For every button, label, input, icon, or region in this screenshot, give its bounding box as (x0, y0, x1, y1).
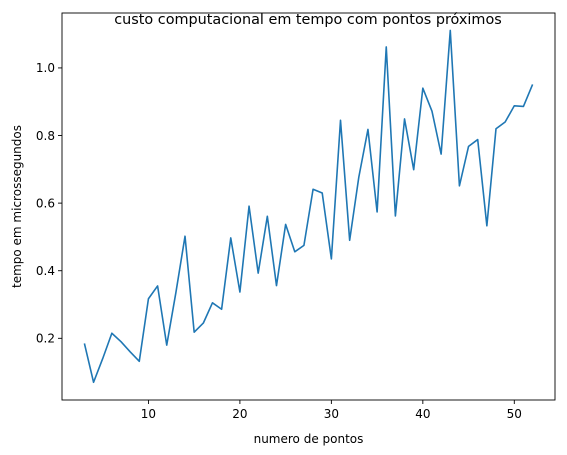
x-tick-label: 10 (141, 407, 156, 421)
y-tick-label: 0.4 (36, 264, 55, 278)
x-tick-label: 20 (232, 407, 247, 421)
y-tick-label: 0.6 (36, 196, 55, 210)
x-tick-label: 30 (324, 407, 339, 421)
chart-title: custo computacional em tempo com pontos … (114, 12, 502, 28)
axes-frame (61, 12, 556, 401)
x-axis: 10 20 30 40 50 (141, 400, 522, 421)
y-tick-label: 0.2 (36, 332, 55, 346)
y-axis-label: tempo em microssegundos (10, 125, 24, 288)
y-tick-label: 1.0 (36, 61, 55, 75)
x-axis-label: numero de pontos (254, 432, 364, 446)
y-tick-label: 0.8 (36, 129, 55, 143)
plot-area (83, 29, 534, 384)
x-tick-label: 40 (415, 407, 430, 421)
x-tick-label: 50 (507, 407, 522, 421)
series-line-0 (83, 29, 534, 384)
y-axis: 0.2 0.4 0.6 0.8 1.0 (36, 61, 62, 346)
